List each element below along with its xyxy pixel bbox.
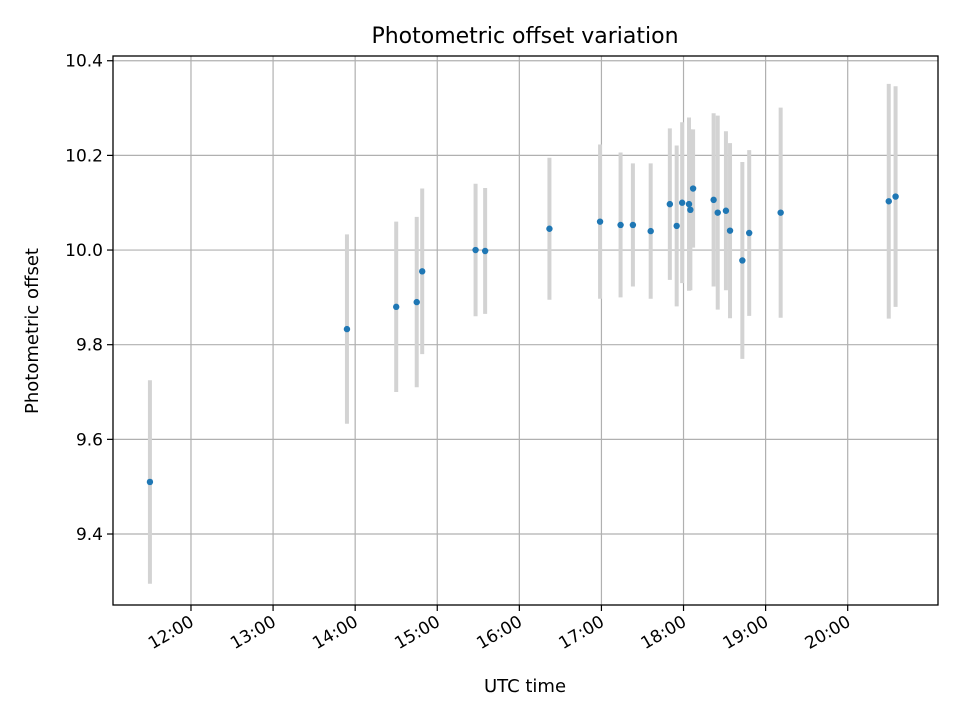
data-point <box>687 206 694 214</box>
data-point <box>685 200 693 208</box>
y-axis-ticks: 9.4 9.6 9.8 10.0 10.2 10.4 <box>65 52 113 545</box>
data-point <box>481 247 489 255</box>
y-tick-label: 9.8 <box>76 336 103 356</box>
data-point <box>472 246 479 254</box>
data-point <box>726 227 734 234</box>
data-point <box>666 200 674 208</box>
data-point <box>745 229 753 237</box>
data-point <box>739 257 746 264</box>
y-tick-label: 9.4 <box>76 525 103 545</box>
data-point <box>413 298 420 306</box>
data-point <box>146 478 154 486</box>
data-point <box>393 303 400 311</box>
plot-frame <box>112 55 939 606</box>
chart-title: Photometric offset variation <box>371 24 678 49</box>
data-point <box>885 198 892 205</box>
data-point <box>596 218 604 225</box>
data-point <box>647 227 654 235</box>
data-point <box>678 199 686 206</box>
data-point <box>892 193 899 200</box>
data-points <box>146 185 899 486</box>
data-point <box>419 268 426 275</box>
y-tick-label: 10.0 <box>65 241 103 261</box>
x-axis-label: UTC time <box>484 676 566 697</box>
data-point <box>629 221 637 229</box>
data-point <box>673 222 680 230</box>
y-axis-label: Photometric offset <box>22 248 43 414</box>
data-point <box>689 185 697 192</box>
data-point <box>722 207 730 214</box>
y-tick-label: 9.6 <box>76 430 103 450</box>
y-tick-label: 10.4 <box>65 52 103 72</box>
data-point <box>710 196 717 204</box>
data-point <box>714 209 721 216</box>
data-point <box>546 225 553 232</box>
data-point <box>343 325 351 333</box>
y-tick-label: 10.2 <box>65 146 103 166</box>
data-point <box>777 209 784 216</box>
data-point <box>617 221 624 229</box>
